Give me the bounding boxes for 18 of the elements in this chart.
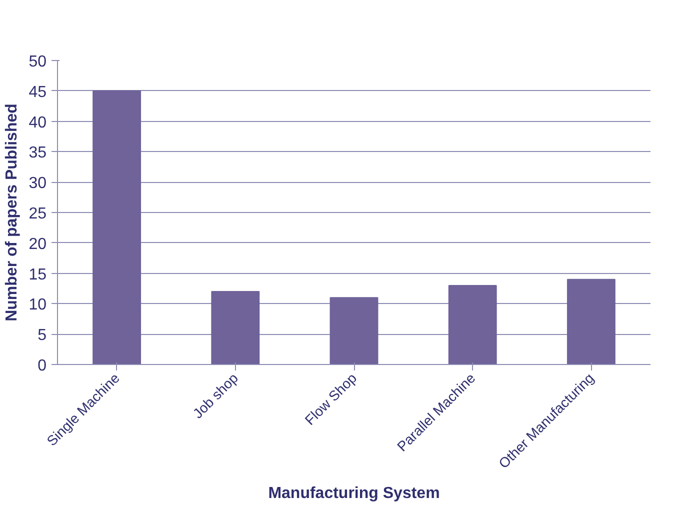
bar [92, 90, 142, 364]
y-tick-label: 20 [28, 236, 47, 253]
y-tick-label: 10 [28, 296, 47, 314]
x-axis-title: Manufacturing System [268, 485, 440, 502]
y-tick-label: 35 [28, 144, 47, 162]
y-tick-label: 40 [28, 114, 47, 132]
y-tick-label: 0 [38, 358, 47, 374]
y-tick-label: 5 [38, 327, 47, 344]
y-tick-label: 15 [28, 266, 47, 284]
bar [566, 278, 616, 364]
y-axis-title: Number of papers Published [4, 104, 21, 322]
y-tick-label: 25 [28, 206, 47, 222]
y-tick-label: 30 [28, 175, 47, 192]
bar [211, 291, 260, 364]
bar [330, 297, 378, 364]
y-tick-label: 45 [28, 84, 47, 101]
bar [448, 284, 497, 364]
y-tick-label: 50 [28, 54, 47, 70]
